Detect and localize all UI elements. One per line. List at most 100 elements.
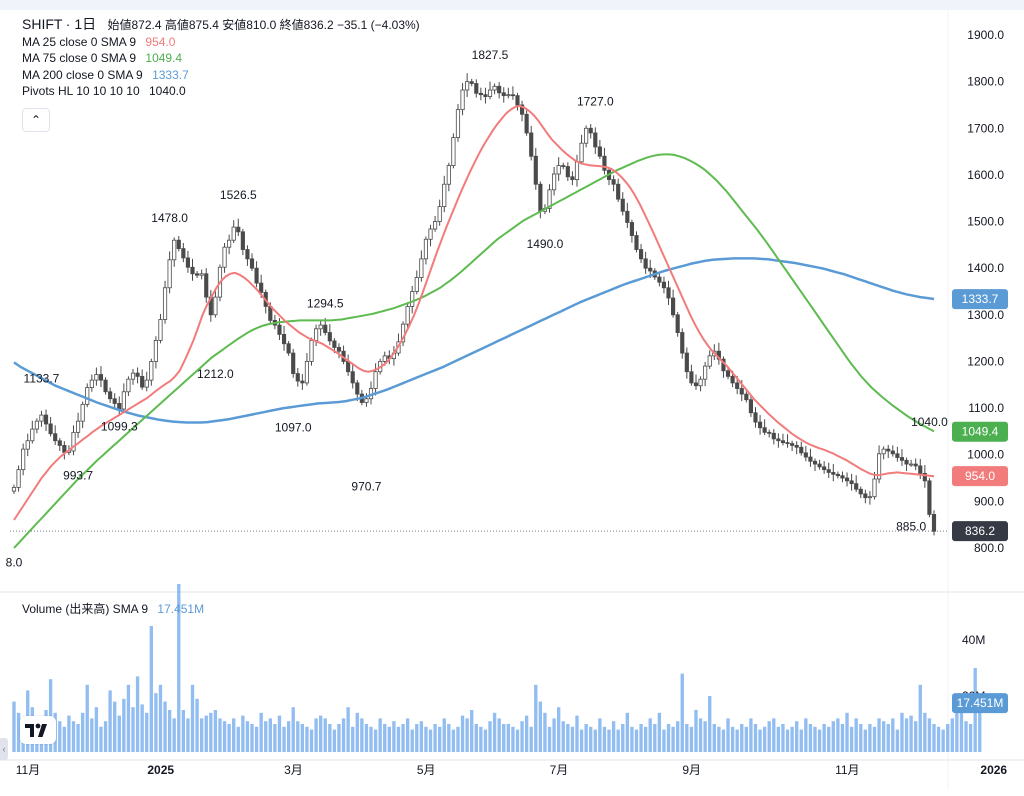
pivot-label: 1727.0 — [577, 95, 614, 109]
volume-bar — [154, 693, 158, 752]
collapse-legend-button[interactable]: ⌃ — [22, 108, 50, 132]
volume-bar — [721, 729, 726, 752]
candle-body — [629, 222, 634, 236]
candle-body — [625, 210, 630, 223]
candle-body — [533, 155, 538, 185]
volume-bar — [236, 726, 240, 752]
candle-body — [94, 374, 99, 381]
volume-bar — [117, 715, 121, 752]
candle-body — [620, 198, 625, 212]
candle-body — [689, 371, 694, 384]
candle-body — [11, 486, 17, 492]
interval[interactable]: 1日 — [74, 16, 97, 32]
candle-body — [739, 388, 744, 395]
time-tick-label: 11月 — [16, 763, 40, 777]
candle-body — [245, 249, 250, 260]
candle-body — [890, 450, 895, 455]
volume-bar — [204, 715, 208, 752]
candle-body — [817, 463, 822, 468]
volume-bar — [515, 729, 520, 752]
volume-bar — [273, 724, 277, 752]
price-tick-label: 1400.0 — [967, 261, 1004, 275]
candle-body — [414, 277, 419, 292]
candle-body — [858, 488, 863, 495]
price-tick-label: 1700.0 — [967, 121, 1004, 135]
indicator-pivots[interactable]: Pivots HL 10 10 10 10 1040.0 — [22, 83, 420, 100]
candle-body — [130, 372, 136, 380]
volume-legend[interactable]: Volume (出来高) SMA 9 17.451M — [22, 600, 204, 617]
volume-bar — [790, 726, 794, 752]
candle-body — [455, 109, 461, 138]
indicator-ma200[interactable]: MA 200 close 0 SMA 9 1333.7 — [22, 67, 420, 84]
candle-body — [181, 248, 186, 259]
volume-value: 17.451M — [157, 602, 205, 616]
candle-body — [570, 176, 575, 180]
candle-body — [281, 334, 287, 345]
candle-body — [227, 239, 232, 248]
volume-bar — [744, 726, 749, 752]
candle-body — [332, 340, 337, 348]
candle-body — [428, 228, 433, 240]
volume-bar — [433, 724, 437, 752]
volume-bar — [767, 721, 771, 752]
indicator-ma75[interactable]: MA 75 close 0 SMA 9 1049.4 — [22, 50, 420, 67]
volume-bar — [666, 724, 671, 752]
price-tick-label: 1900.0 — [967, 28, 1004, 42]
candle-body — [16, 469, 21, 488]
candle-body — [519, 104, 525, 115]
candle-body — [790, 443, 795, 446]
candle-body — [922, 472, 927, 482]
candle-body — [780, 440, 786, 444]
pivot-label: 970.7 — [351, 479, 381, 493]
volume-bar — [373, 729, 378, 752]
volume-bar — [497, 718, 501, 752]
candle-body — [675, 314, 680, 333]
volume-bar — [941, 729, 945, 752]
tradingview-logo-icon — [25, 723, 47, 737]
candle-body — [895, 453, 900, 458]
volume-bar — [502, 724, 506, 752]
volume-bar — [108, 690, 112, 752]
volume-bar — [76, 724, 80, 752]
scroll-left-handle[interactable]: ‹ — [0, 738, 8, 760]
time-tick-label: 2025 — [147, 763, 174, 777]
tradingview-logo[interactable] — [20, 716, 56, 744]
volume-bar — [817, 729, 822, 752]
candle-body — [39, 414, 44, 422]
candle-body — [867, 496, 872, 499]
symbol-row[interactable]: SHIFT · 1日 始値872.4 高値875.4 安値810.0 終値836… — [22, 16, 420, 34]
symbol-name[interactable]: SHIFT — [22, 16, 63, 32]
volume-bar — [936, 726, 941, 752]
volume-bar — [254, 726, 259, 752]
candle-body — [21, 448, 26, 471]
candle-body — [725, 370, 731, 377]
candle-body — [135, 372, 140, 377]
volume-bar — [392, 721, 396, 752]
candle-body — [190, 266, 195, 275]
volume-bar — [676, 721, 680, 752]
volume-bar — [822, 724, 826, 752]
candle-body — [762, 427, 767, 433]
indicator-ma25[interactable]: MA 25 close 0 SMA 9 954.0 — [22, 34, 420, 51]
volume-bar — [447, 724, 451, 752]
candle-body — [657, 276, 662, 283]
volume-bar — [648, 718, 652, 752]
volume-bar — [575, 715, 579, 752]
candle-body — [703, 365, 708, 380]
volume-bar — [556, 707, 561, 752]
volume-bar — [149, 626, 153, 752]
last-value-text: 1333.7 — [962, 292, 999, 306]
candle-body — [918, 465, 923, 474]
indicator-label: MA 25 close 0 SMA 9 — [22, 34, 137, 49]
candle-body — [552, 173, 557, 191]
candle-body — [162, 287, 168, 320]
volume-bar — [181, 710, 186, 752]
candle-body — [57, 440, 62, 446]
last-value-text: 836.2 — [965, 524, 995, 538]
candle-body — [314, 328, 319, 341]
volume-bar — [762, 726, 767, 752]
candle-body — [757, 421, 763, 429]
volume-bar — [195, 698, 199, 752]
volume-bar — [799, 729, 803, 752]
